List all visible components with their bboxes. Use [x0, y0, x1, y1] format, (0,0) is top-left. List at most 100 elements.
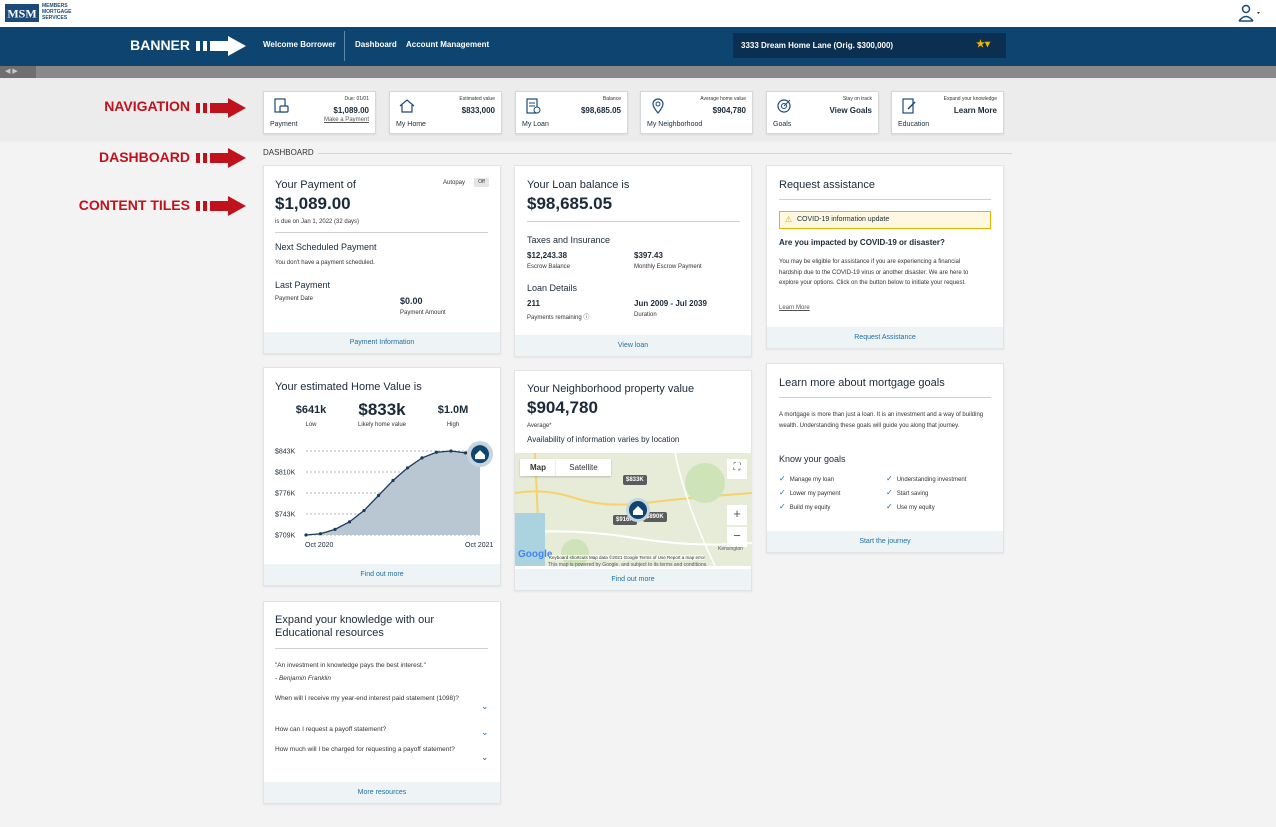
goal-item[interactable]: ✓ Build my equity: [779, 502, 831, 511]
map-attribution[interactable]: Keyboard shortcuts Map data ©2021 Google…: [549, 555, 706, 560]
chart-data-point: [391, 478, 395, 483]
payments-remaining-label: Payments remaining ⓘ: [527, 315, 590, 321]
nav-card-my-loan[interactable]: Balance $98,685.05 My Loan: [515, 91, 628, 134]
nav-card-my-neighborhood[interactable]: Average home value $904,780 My Neighborh…: [640, 91, 753, 134]
goal-item[interactable]: ✓ Use my equity: [886, 502, 935, 511]
monthly-escrow: $397.43: [634, 251, 663, 260]
faq-item[interactable]: When will I receive my year-end interest…: [275, 695, 459, 702]
home-value-chart: $843K $810K $776K $743K $709K Oct 2020 Oct 202…: [275, 441, 494, 549]
last-payment-amount: $0.00: [400, 296, 423, 306]
divider: [275, 648, 488, 649]
chevron-down-icon[interactable]: ⌄: [481, 701, 489, 711]
svg-text:MSM: MSM: [7, 7, 36, 21]
nav-card-small: Expand your knowledge: [943, 96, 997, 102]
education-quote: "An investment in knowledge pays the bes…: [275, 662, 426, 669]
chart-data-point: [420, 456, 424, 460]
zoom-in-button[interactable]: +: [727, 505, 747, 525]
map-price-pin[interactable]: $890K: [643, 512, 667, 522]
learn-more-link[interactable]: Learn More: [779, 305, 810, 311]
loan-title: Your Loan balance is: [527, 179, 630, 191]
start-journey-link[interactable]: Start the journey: [767, 531, 1003, 552]
google-logo: Google: [518, 549, 553, 560]
favorite-star-icon[interactable]: ★▾: [976, 39, 990, 50]
zoom-out-button[interactable]: −: [727, 527, 747, 547]
faq-item[interactable]: How can I request a payoff statement?: [275, 726, 387, 733]
covid-question: Are you impacted by COVID-19 or disaster…: [779, 238, 945, 247]
quote-author: - Benjamin Franklin: [275, 675, 331, 682]
low-value: $641k: [295, 404, 327, 416]
goal-item[interactable]: ✓ Manage my loan: [779, 474, 835, 483]
goal-item[interactable]: ✓ Understanding investment: [886, 474, 967, 483]
info-icon[interactable]: ⓘ: [583, 315, 590, 321]
high-label: High: [446, 422, 460, 428]
chart-data-point: [333, 527, 337, 531]
nav-card-small: Balance: [602, 96, 621, 102]
nav-card-label: Education: [898, 121, 930, 128]
chart-data-point: [434, 450, 439, 454]
map-tab-satellite[interactable]: Satellite: [556, 459, 611, 476]
home-icon: [399, 99, 415, 113]
map-notice: This map is powered by Google, and subje…: [548, 562, 708, 568]
nav-card-value: $1,089.00: [333, 106, 369, 115]
chart-data-point: [347, 520, 352, 524]
chevron-down-icon[interactable]: ⌄: [481, 752, 489, 762]
nav-card-goals[interactable]: Stay on track View Goals Goals: [766, 91, 879, 134]
payment-amount-label: Payment Amount: [400, 310, 446, 316]
faq-item[interactable]: How much will I be charged for requestin…: [275, 746, 455, 753]
property-selector[interactable]: 3333 Dream Home Lane (Orig. $300,000) ★▾: [733, 33, 1006, 58]
likely-label: Likely home value: [357, 422, 407, 428]
nav-card-education[interactable]: Expand your knowledge Learn More Educati…: [891, 91, 1004, 134]
annotation-arrow-icon: [196, 148, 246, 168]
nav-card-my-home[interactable]: Estimated value $833,000 My Home: [389, 91, 502, 134]
home-marker-icon[interactable]: [625, 497, 651, 523]
chevron-down-icon[interactable]: ⌄: [481, 727, 489, 737]
neighborhood-find-out-more-link[interactable]: Find out more: [515, 569, 751, 590]
goal-item[interactable]: ✓ Lower my payment: [779, 488, 841, 497]
home-find-out-more-link[interactable]: Find out more: [264, 564, 500, 585]
know-goals-heading: Know your goals: [779, 454, 846, 464]
map-price-pin[interactable]: $916K: [613, 515, 637, 525]
payment-tile: Payment Information: [263, 165, 501, 354]
home-value-title: Your estimated Home Value is: [275, 381, 422, 393]
map-tab-map[interactable]: Map: [520, 459, 556, 476]
msm-logo: MSM: [5, 4, 39, 22]
user-account-icon[interactable]: [1237, 3, 1263, 23]
welcome-text: Welcome Borrower: [263, 40, 336, 49]
goal-item[interactable]: ✓ Start saving: [886, 488, 929, 497]
nav-card-label: Goals: [773, 121, 792, 128]
nav-card-small: Average home value: [700, 96, 746, 102]
autopay-label: Autopay: [443, 180, 466, 186]
taxes-heading: Taxes and Insurance: [527, 235, 611, 245]
payment-information-link[interactable]: Payment Information: [264, 332, 500, 353]
autopay-toggle[interactable]: Off: [474, 178, 489, 187]
view-loan-link[interactable]: View loan: [515, 335, 751, 356]
more-resources-link[interactable]: More resources: [264, 782, 500, 803]
covid-alert[interactable]: ⚠ COVID-19 information update: [779, 211, 991, 229]
check-icon: ✓: [886, 474, 893, 483]
next-payment-text: You don't have a payment scheduled.: [275, 260, 375, 266]
chart-data-point: [318, 532, 323, 536]
banner: Welcome Borrower Dashboard Account Manag…: [0, 27, 1276, 66]
scroll-strip[interactable]: ◀ ▶: [0, 66, 1276, 78]
nav-card-payment[interactable]: Due: 01/01 $1,089.00 Make a Payment Paym…: [263, 91, 376, 134]
education-icon: [902, 98, 916, 114]
duration-label: Duration: [634, 312, 657, 318]
chart-x-tick-label: Oct 2020: [305, 542, 334, 549]
goals-tile: Start the journey: [766, 363, 1004, 553]
request-assistance-link[interactable]: Request Assistance: [767, 327, 1003, 348]
make-payment-link[interactable]: Make a Payment: [323, 117, 369, 123]
account-management-link[interactable]: Account Management: [406, 40, 490, 49]
chart-y-tick-label: $810K: [275, 470, 296, 477]
check-icon: ✓: [886, 488, 893, 497]
chart-data-point: [449, 449, 453, 453]
divider: [527, 221, 740, 222]
company-name: MEMBERS MORTGAGE SERVICES: [42, 3, 72, 21]
map-price-pin[interactable]: $833K: [623, 475, 647, 485]
fullscreen-icon[interactable]: ⛶: [727, 459, 747, 479]
annotation-navigation: NAVIGATION: [104, 98, 190, 114]
annotation-banner: BANNER: [130, 37, 190, 53]
neighborhood-map[interactable]: Map Satellite ⛶ + − $833K $916K $890K Go…: [515, 453, 752, 566]
dashboard-link[interactable]: Dashboard: [355, 40, 397, 49]
strip-arrows-icon[interactable]: ◀ ▶: [0, 66, 36, 78]
chart-y-tick-label: $709K: [275, 533, 296, 540]
